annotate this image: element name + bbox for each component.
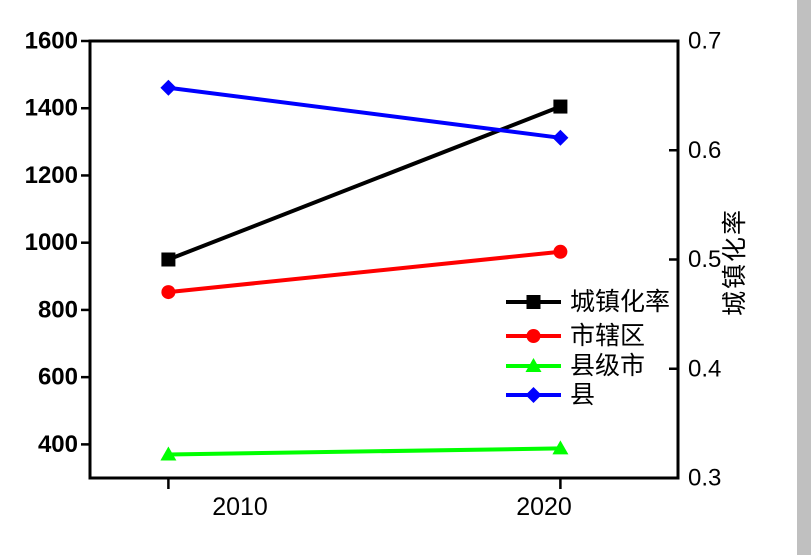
series-line-diamond [168,85,561,140]
legend-marker-triangle [525,358,542,372]
left-axis-tick-label: 1400 [25,95,78,122]
series-line-triangle [168,446,561,457]
legend-label: 市辖区 [570,322,645,350]
legend-label: 县级市 [570,352,645,380]
data-point-square [161,252,176,267]
legend-marker-diamond [525,387,542,403]
data-point-circle [553,244,568,259]
legend-label: 城镇化率 [570,288,670,316]
right-axis-tick-label: 0.7 [688,28,721,55]
legend-marker-circle [526,329,541,343]
data-point-diamond [552,129,569,146]
right-axis-tick-label: 0.6 [688,137,721,164]
series-line-circle [168,249,561,295]
data-point-square [553,99,568,114]
window-background-strip [797,0,811,555]
legend-marker-square [526,295,541,309]
right-axis-tick-label: 0.4 [688,355,721,382]
x-axis-tick-label: 2020 [516,493,572,521]
data-point-triangle [552,440,569,455]
left-axis-tick-label: 800 [38,296,78,323]
data-point-circle [161,285,176,300]
left-axis-tick-label: 400 [38,431,78,458]
plot-frame [88,39,680,480]
legend-label: 县 [570,381,595,409]
left-axis-tick-label: 1200 [25,162,78,189]
right-axis-tick-label: 0.5 [688,246,721,273]
data-point-diamond [160,79,177,96]
right-axis-title: 城镇化率 [721,207,749,317]
left-axis-tick-label: 600 [38,364,78,391]
right-axis-tick-label: 0.3 [688,465,721,492]
left-axis-tick-label: 1600 [25,28,78,55]
x-axis-tick-label: 2010 [212,493,268,521]
left-axis-tick-label: 1000 [25,229,78,256]
data-point-triangle [160,446,177,461]
series-line-square [167,104,562,262]
